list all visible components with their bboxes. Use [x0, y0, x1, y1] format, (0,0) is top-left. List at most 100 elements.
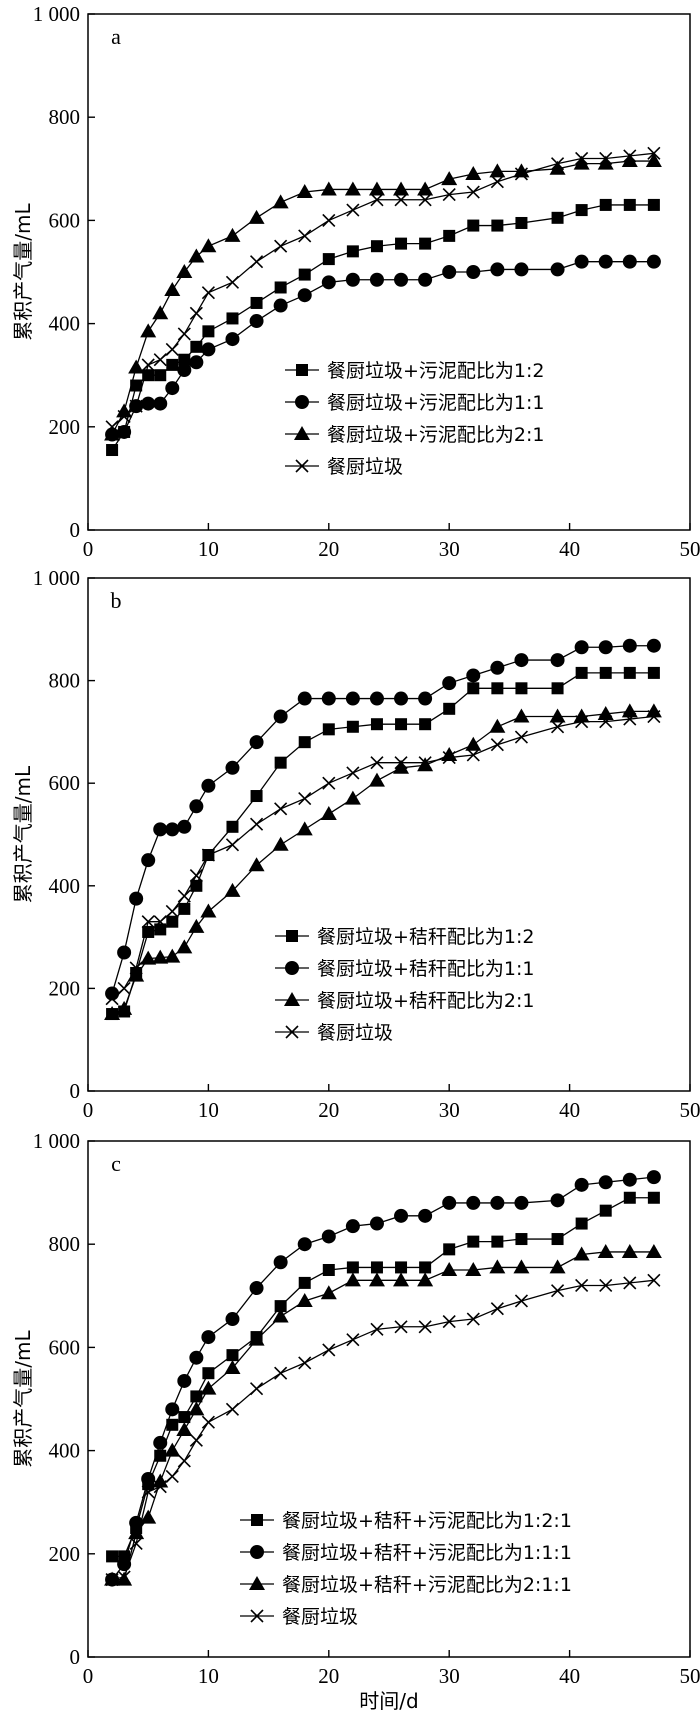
x-tick-label: 30 — [439, 1098, 460, 1122]
data-point — [393, 181, 410, 196]
legend-marker — [250, 1545, 264, 1559]
data-point — [370, 193, 384, 207]
data-point — [189, 1433, 203, 1447]
data-point — [466, 1195, 481, 1210]
data-point — [272, 1308, 289, 1323]
data-point — [599, 198, 612, 211]
x-marker-stroke — [129, 1536, 143, 1551]
data-point — [441, 1262, 458, 1276]
legend-label: 餐厨垃圾 — [282, 1606, 358, 1628]
y-tick-label: 200 — [49, 1542, 81, 1566]
data-point — [296, 1292, 313, 1307]
data-point — [369, 1216, 384, 1231]
data-point — [621, 1243, 638, 1258]
x-marker-stroke — [295, 459, 309, 473]
data-point — [296, 184, 313, 199]
y-tick-label: 400 — [49, 874, 81, 898]
legend-marker — [294, 426, 310, 440]
data-point — [549, 160, 566, 175]
data-point — [623, 149, 637, 163]
data-point — [346, 203, 360, 217]
x-marker-stroke — [153, 1480, 167, 1494]
data-point — [575, 1278, 589, 1293]
data-point — [164, 282, 181, 297]
data-point — [298, 792, 312, 806]
x-marker-stroke — [623, 149, 637, 163]
data-point — [370, 718, 383, 731]
data-point — [551, 211, 564, 224]
y-tick-label: 800 — [49, 1232, 81, 1256]
data-point — [140, 1509, 157, 1524]
x-marker-stroke — [550, 720, 565, 734]
series-line — [111, 1279, 654, 1581]
data-point — [118, 1550, 131, 1563]
data-point — [419, 237, 432, 250]
series-x — [105, 709, 661, 1006]
data-point — [513, 163, 530, 178]
x-marker-stroke — [250, 1609, 264, 1623]
data-point — [128, 967, 145, 982]
data-point — [226, 820, 239, 833]
data-point — [153, 915, 167, 929]
data-point — [298, 736, 311, 749]
x-marker-stroke — [249, 817, 264, 831]
data-point — [321, 691, 336, 706]
x-marker-stroke — [322, 213, 336, 227]
x-tick-label: 50 — [680, 537, 700, 561]
data-point — [621, 703, 638, 718]
data-point — [465, 1262, 482, 1276]
series-triangle — [104, 703, 662, 1021]
data-point — [645, 153, 662, 168]
data-point — [622, 638, 637, 653]
data-point — [369, 691, 384, 706]
data-point — [321, 1229, 336, 1244]
x-marker-stroke — [225, 275, 240, 289]
data-point — [465, 736, 482, 751]
data-point — [297, 1237, 312, 1252]
chart-panel-a: 0 200 400 600 800 1 000 0 10 20 30 40 50 a 累积产气量/mL 餐厨… — [11, 2, 700, 561]
data-point — [394, 1208, 409, 1223]
data-point — [106, 444, 119, 457]
data-point — [165, 822, 180, 837]
data-point — [442, 1195, 457, 1210]
data-point — [201, 1415, 215, 1429]
data-point — [550, 1284, 565, 1298]
y-tick-label: 0 — [70, 1645, 81, 1669]
data-point — [418, 272, 433, 287]
data-point — [153, 1480, 167, 1494]
data-point — [623, 1191, 636, 1204]
data-point — [419, 718, 432, 731]
data-point — [393, 1272, 410, 1287]
data-point — [549, 708, 566, 723]
data-point — [190, 1390, 203, 1403]
legend: 餐厨垃圾+秸秆+污泥配比为1:2:1 餐厨垃圾+秸秆+污泥配比为1:1:1 餐厨垃圾… — [240, 1510, 572, 1628]
data-point — [599, 151, 613, 166]
data-point — [647, 198, 660, 211]
data-point — [417, 1272, 434, 1287]
data-point — [202, 1367, 215, 1380]
y-tick-label: 800 — [49, 105, 81, 129]
data-point — [152, 305, 169, 320]
legend: 餐厨垃圾+秸秆配比为1:2 餐厨垃圾+秸秆配比为1:1 餐厨垃圾+秸秆配比为2:1 餐… — [275, 926, 535, 1044]
data-point — [466, 1312, 480, 1326]
x-tick-label: 30 — [439, 1664, 460, 1688]
data-point — [104, 1006, 121, 1021]
data-point — [646, 1170, 661, 1185]
data-point — [152, 949, 169, 964]
data-point — [225, 332, 240, 347]
x-marker-stroke — [117, 981, 131, 995]
data-point — [395, 1261, 408, 1274]
data-point — [467, 219, 480, 232]
x-marker-stroke — [623, 712, 637, 726]
legend-marker — [285, 1025, 299, 1039]
data-point — [370, 756, 384, 770]
data-point — [105, 420, 119, 434]
data-point — [322, 213, 336, 227]
panel-label: a — [111, 24, 121, 49]
legend-label: 餐厨垃圾+秸秆配比为1:2 — [317, 926, 535, 948]
x-marker-stroke — [153, 353, 167, 367]
data-point — [129, 399, 143, 413]
x-marker-stroke — [490, 738, 504, 752]
x-tick-label: 10 — [198, 1664, 219, 1688]
data-point — [573, 155, 590, 170]
